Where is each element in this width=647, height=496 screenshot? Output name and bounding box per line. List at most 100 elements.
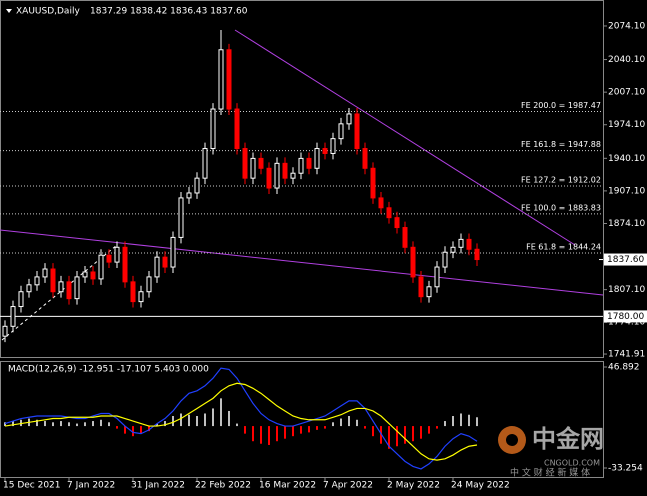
logo-site: CNGOLD.COM (544, 459, 600, 468)
macd-bar (172, 416, 174, 427)
macd-bar (20, 419, 22, 427)
macd-bar (108, 422, 110, 427)
candle-body (402, 227, 408, 248)
macd-bar (196, 416, 198, 427)
macd-bar (380, 426, 382, 444)
candle-body (178, 197, 184, 238)
header-arrow (6, 9, 12, 13)
y-tick-label: 1807.10 (608, 285, 645, 295)
macd-bar (468, 414, 470, 427)
macd-bar (276, 426, 278, 442)
macd-bar (252, 426, 254, 442)
candle-body (114, 246, 120, 263)
symbol-title: XAUUSD,Daily (16, 7, 80, 17)
y-tick-label: 2040.10 (608, 55, 645, 65)
macd-bar (204, 413, 206, 427)
candle-body (434, 266, 440, 288)
y-tick-label: 2074.10 (608, 21, 645, 31)
candle-body (378, 197, 384, 209)
candle-body (66, 281, 72, 300)
macd-bar (156, 423, 158, 427)
candle-body (122, 246, 128, 283)
candle-body (394, 217, 400, 229)
candle-body (186, 192, 192, 199)
candle-body (370, 167, 376, 199)
macd-bar (404, 426, 406, 444)
macd-bar (460, 413, 462, 427)
candle-body (10, 306, 16, 327)
macd-bar (284, 426, 286, 439)
macd-bar (100, 419, 102, 427)
candle-body (146, 276, 152, 293)
candle-body (474, 248, 480, 261)
macd-bar (116, 426, 118, 429)
candle-body (154, 256, 160, 278)
candle-body (362, 148, 368, 169)
price-box-label: 1780.00 (607, 312, 644, 322)
macd-bar (444, 421, 446, 427)
candle-body (322, 148, 328, 154)
candle-body (98, 254, 104, 280)
x-tick-label: 7 Apr 2022 (323, 481, 373, 491)
candle-body (442, 251, 448, 268)
candle-body (330, 138, 336, 154)
macd-line (4, 367, 478, 470)
candle-body (218, 49, 224, 110)
macd-bar (316, 426, 318, 430)
macd-bar (220, 398, 222, 427)
candle-body (274, 162, 280, 189)
x-tick-label: 15 Dec 2021 (3, 481, 61, 491)
macd-bar (212, 408, 214, 427)
price-box (604, 253, 647, 266)
macd-panel-frame (0, 361, 604, 478)
logo-slogan: 中 文 财 经 新 媒 体 (510, 467, 590, 479)
candle-body (466, 238, 472, 250)
candle-body (170, 236, 176, 268)
level-label: FE 161.8 = 1947.88 (521, 140, 601, 149)
macd-bar (188, 414, 190, 427)
candle-body (162, 256, 168, 268)
candle-body (418, 276, 424, 298)
macd-bar (412, 426, 414, 442)
y-tick-label: 1940.10 (608, 154, 645, 164)
candle-body (210, 108, 216, 150)
fib-line (1, 244, 118, 341)
macd-bar (4, 422, 6, 427)
candle-body (306, 157, 312, 169)
candle-body (58, 281, 64, 293)
y-tick-label: -33.254 (608, 463, 643, 473)
macd-title: MACD(12,26,9) -12.951 -17.107 5.403 0.00… (8, 365, 209, 375)
candle-body (34, 276, 40, 286)
macd-bar (244, 426, 246, 434)
macd-bar (428, 426, 430, 434)
macd-bar (260, 426, 262, 444)
candle-body (314, 148, 320, 169)
candle-body (346, 113, 352, 125)
macd-bar (60, 421, 62, 427)
candle-body (138, 291, 144, 303)
candle-body (18, 291, 24, 308)
macd-bar (180, 413, 182, 427)
macd-bar (388, 426, 390, 449)
candle-body (290, 172, 296, 179)
price-panel-frame (0, 0, 604, 358)
macd-bar (228, 410, 230, 427)
candle-body (130, 281, 136, 303)
macd-bar (356, 419, 358, 427)
y-tick-label: 1874.10 (608, 219, 645, 229)
macd-bar (476, 417, 478, 427)
macd-bar (148, 426, 150, 432)
macd-bar (76, 423, 78, 427)
candle-body (458, 238, 464, 248)
y-tick-label: 1907.10 (608, 186, 645, 196)
candle-body (298, 157, 304, 174)
macd-bar (292, 426, 294, 437)
macd-bar (396, 426, 398, 447)
macd-bar (44, 421, 46, 427)
price-box (604, 310, 647, 323)
logo-hole (506, 434, 518, 446)
x-tick-label: 24 May 2022 (451, 481, 510, 491)
macd-bar (164, 421, 166, 427)
candle-body (450, 246, 456, 253)
y-tick-label: 1974.10 (608, 120, 645, 130)
